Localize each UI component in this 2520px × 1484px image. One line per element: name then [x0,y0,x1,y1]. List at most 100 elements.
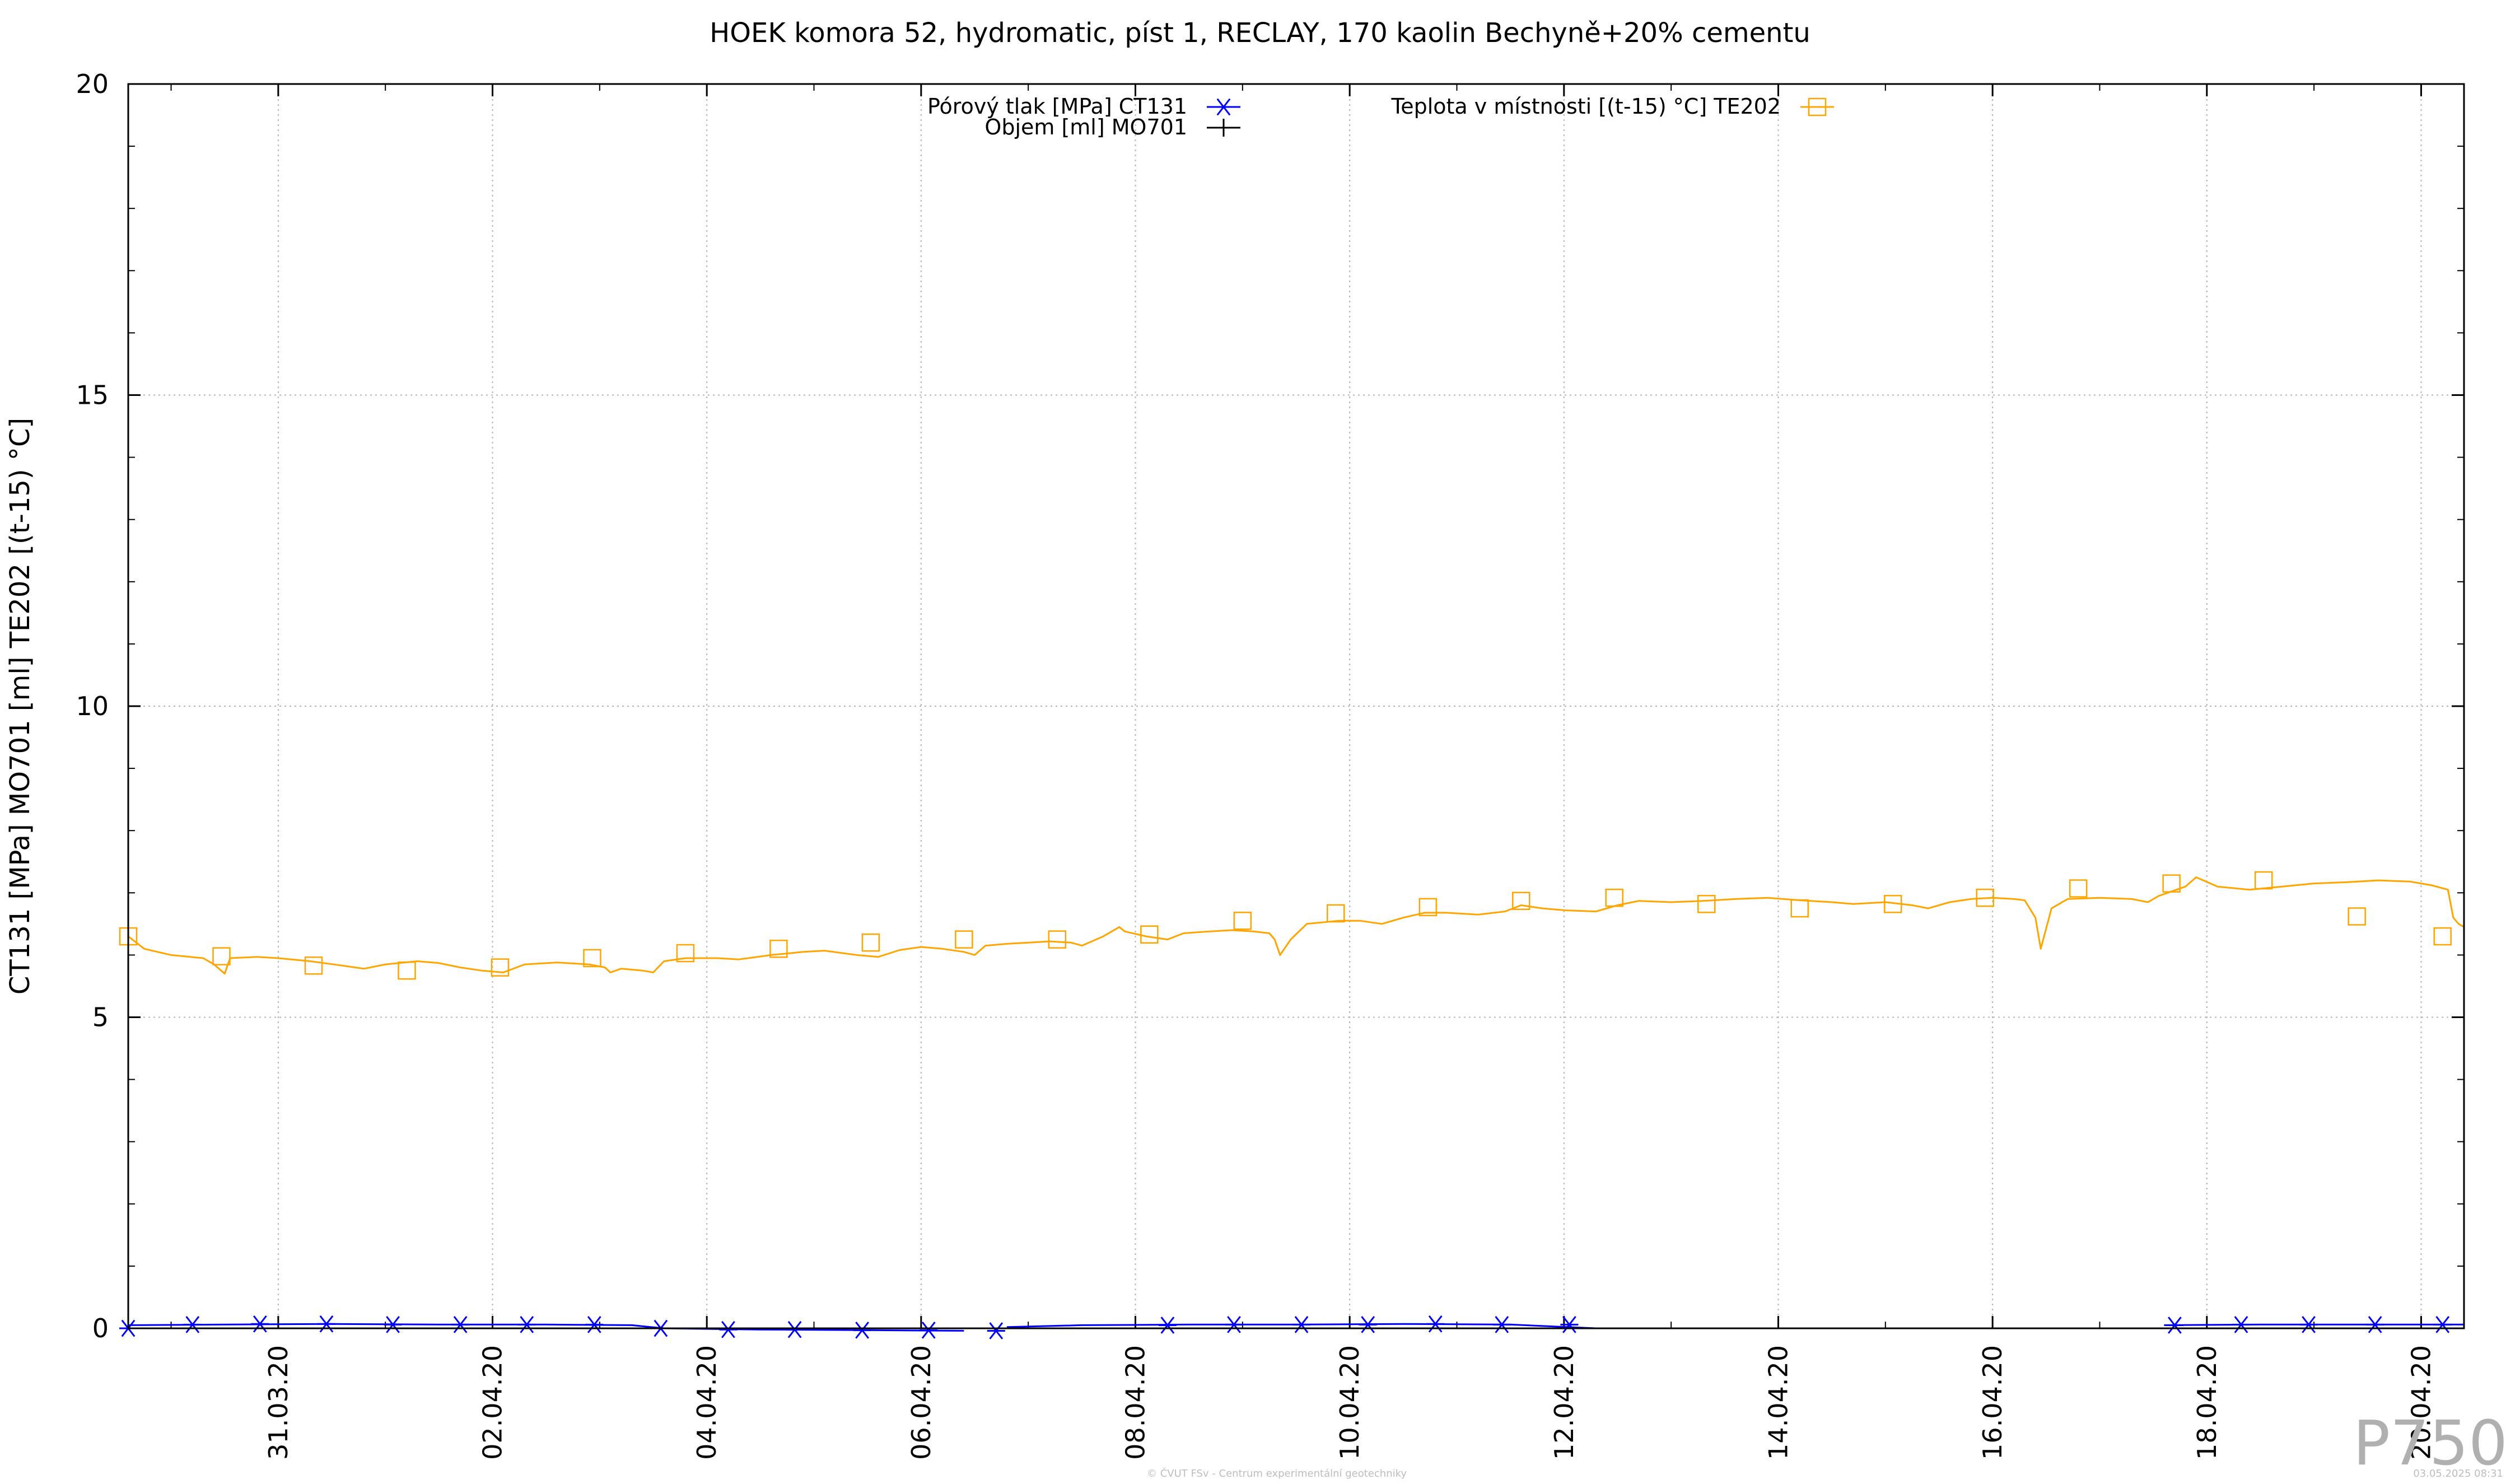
data-point-2 [583,949,601,968]
data-point-0 [183,1316,202,1333]
footer-timestamp: 03.05.2025 08:31 [2413,1468,2503,1480]
x-tick-label: 10.04.20 [1334,1345,1365,1460]
data-point-2 [1605,888,1624,907]
x-tick-label: 06.04.20 [906,1345,936,1460]
data-point-2 [398,961,416,980]
marker-stroke [2168,1317,2182,1334]
data-point-0 [1158,1317,1177,1334]
data-point-0 [2433,1316,2452,1333]
marker-stroke [921,1322,936,1339]
data-point-0 [517,1316,536,1333]
data-point-0 [1426,1315,1445,1333]
data-point-0 [987,1322,1005,1340]
data-point-2 [1976,888,1995,907]
series-0 [119,1315,2464,1340]
data-point-2 [1048,930,1067,949]
marker-stroke [2435,1316,2450,1333]
data-point-2 [2254,871,2273,890]
data-point-0 [585,1316,604,1333]
data-point-2 [1790,899,1809,918]
data-point-2 [955,930,973,949]
data-point-2 [1327,904,1345,923]
marker-stroke [1428,1315,1443,1333]
data-point-2 [1233,912,1252,930]
data-point-2 [676,944,695,963]
data-point-0 [853,1322,871,1339]
marker-stroke [1562,1316,1576,1333]
legend-label-1: Objem [ml] MO701 [984,115,1187,139]
data-point-2 [1697,895,1716,913]
marker-stroke [721,1320,735,1338]
marker-stroke [989,1322,1004,1340]
marker-stroke [2368,1316,2382,1333]
marker-stroke [1361,1316,1375,1333]
series-2 [119,871,2465,980]
data-point-0 [2232,1316,2251,1333]
marker-stroke [386,1316,400,1333]
data-point-0 [1225,1316,1243,1333]
data-point-2 [769,940,788,958]
marker-stroke [1160,1317,1175,1334]
data-point-2 [861,933,880,952]
legend-marker-1 [1215,119,1233,137]
data-point-2 [2348,907,2366,926]
series-layer [119,871,2465,1340]
marker-stroke [2302,1316,2316,1333]
data-point-0 [786,1320,804,1338]
y-tick-label: 15 [76,380,109,410]
x-tick-label: 04.04.20 [692,1345,722,1460]
chart-code: P750 [2353,1407,2508,1479]
data-point-0 [251,1315,269,1333]
y-tick-label: 10 [76,691,109,721]
data-point-2 [2433,927,2452,946]
data-point-0 [1560,1316,1579,1333]
marker-stroke [253,1315,267,1333]
marker-stroke [1216,98,1231,116]
y-tick-label: 5 [92,1002,109,1033]
data-point-2 [491,958,510,977]
legend-label-2: Teplota v místnosti [(t-15) °C] TE202 [1390,94,1781,119]
data-point-0 [1359,1316,1377,1333]
x-tick-label: 20.04.20 [2406,1345,2436,1460]
marker-stroke [587,1316,601,1333]
data-point-0 [2366,1316,2384,1333]
legend-label-0: Pórový tlak [MPa] CT131 [927,94,1187,119]
data-point-2 [2069,879,2088,898]
legend-marker-0 [1215,98,1233,116]
ticks: 0 5 10 15 20 31.03.20 02.04.20 04.04.20 06.04.20… [76,69,2464,1460]
x-tick-label: 18.04.20 [2192,1345,2222,1460]
marker-stroke [453,1316,468,1333]
chart-title: HOEK komora 52, hydromatic, píst 1, RECL… [710,17,1810,49]
y-tick-label: 0 [92,1313,109,1343]
data-point-0 [1492,1316,1511,1333]
data-point-0 [384,1316,402,1333]
plot-frame [127,83,2465,1329]
data-point-2 [212,947,231,965]
data-point-0 [2299,1316,2318,1333]
data-point-2 [2162,874,2181,893]
data-point-0 [451,1316,470,1333]
data-point-0 [920,1322,938,1339]
x-tick-label: 14.04.20 [1763,1345,1793,1460]
marker-stroke [1294,1316,1309,1333]
marker-stroke [787,1320,802,1338]
data-point-0 [2166,1317,2184,1334]
marker-stroke [1227,1316,1241,1333]
x-tick-label: 31.03.20 [263,1345,293,1460]
series-line-2 [128,876,2465,975]
y-tick-label: 20 [76,69,109,99]
marker-stroke [1495,1316,1509,1333]
grid [128,84,2464,1328]
x-tick-label: 02.04.20 [478,1345,508,1460]
legend-marker-2 [1808,97,1827,116]
data-point-2 [1883,895,1902,913]
x-tick-label: 12.04.20 [1549,1345,1579,1460]
footer-copyright: © ČVUT FSv - Centrum experimentální geot… [1147,1467,1407,1480]
data-point-2 [1512,892,1530,910]
x-tick-label: 08.04.20 [1121,1345,1151,1460]
marker-stroke [520,1316,534,1333]
marker-stroke [185,1316,200,1333]
data-point-2 [304,956,323,975]
